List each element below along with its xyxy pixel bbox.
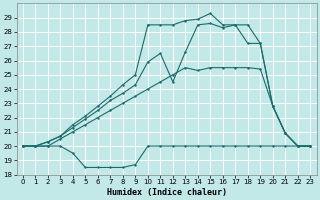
X-axis label: Humidex (Indice chaleur): Humidex (Indice chaleur) bbox=[107, 188, 227, 197]
